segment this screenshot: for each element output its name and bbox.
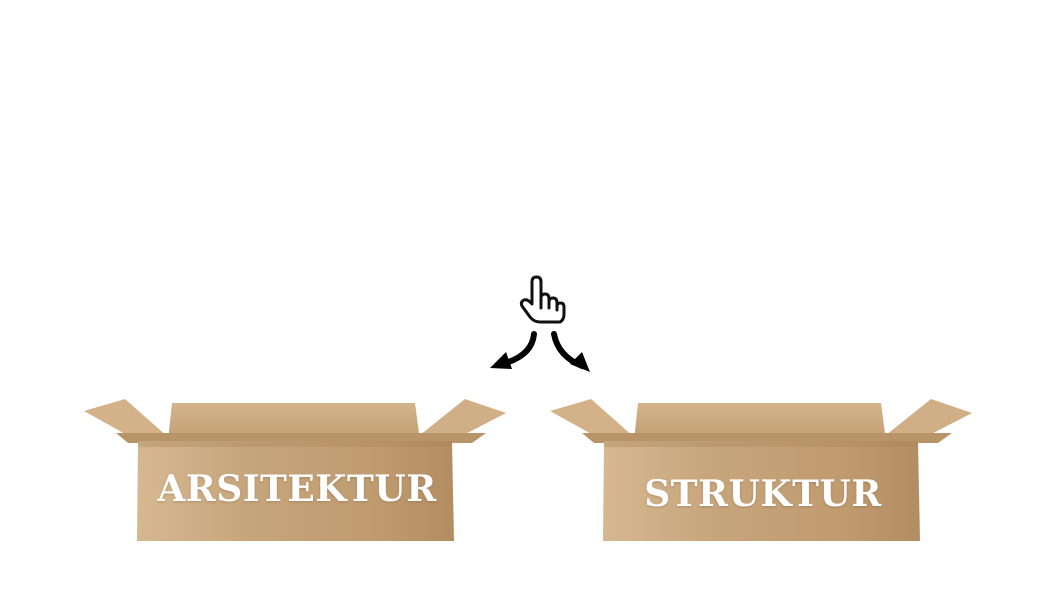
arrow-down-right-icon bbox=[551, 331, 590, 372]
box-label: ARSITEKTUR bbox=[157, 468, 437, 510]
pointing-hand-icon bbox=[519, 275, 566, 324]
drop-box-arsitektur[interactable]: ARSITEKTUR bbox=[80, 395, 510, 545]
box-label: STRUKTUR bbox=[644, 473, 882, 515]
drag-hint bbox=[484, 272, 596, 382]
drop-box-struktur[interactable]: STRUKTUR bbox=[546, 395, 976, 545]
arrow-down-left-icon bbox=[490, 331, 537, 369]
